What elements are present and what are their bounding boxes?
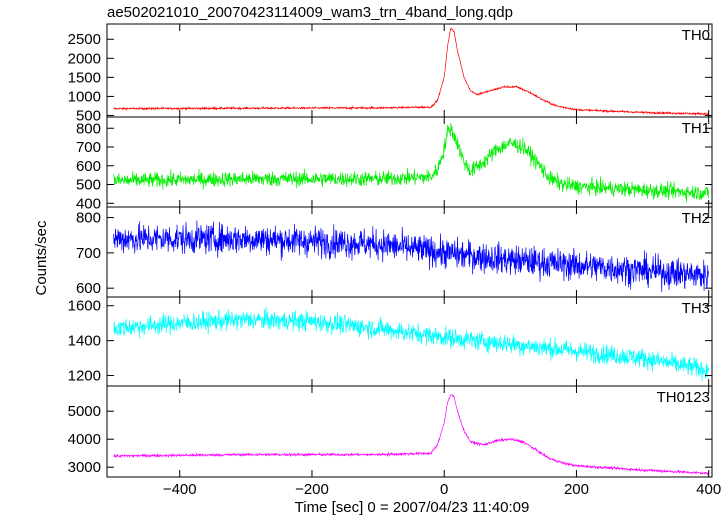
chart-title: ae502021010_20070423114009_wam3_trn_4ban… xyxy=(107,4,513,21)
series-line-th0123 xyxy=(113,394,710,476)
panel-th0123: 3000 4000 5000 TH0123 xyxy=(68,385,713,478)
x-axis-label: Time [sec] 0 = 2007/04/23 11:40:09 xyxy=(295,499,530,516)
series-line-th3 xyxy=(113,307,710,382)
panel-frame xyxy=(106,385,713,478)
y-tick-label: 2500 xyxy=(68,31,101,48)
series-label-th0123: TH0123 xyxy=(657,389,710,406)
y-tick-label: 1200 xyxy=(68,368,101,385)
y-axis-label: Counts/sec xyxy=(33,220,50,296)
y-tick-label: 1000 xyxy=(68,88,101,105)
series-label-th3: TH3 xyxy=(682,300,710,317)
series-label-th2: TH2 xyxy=(682,210,710,227)
x-axis: −400 −200 0 200 400 xyxy=(163,481,721,498)
panel-frame xyxy=(106,296,713,387)
x-tick-label: −400 xyxy=(163,481,197,498)
y-tick-label: 4000 xyxy=(68,431,101,448)
y-tick-label: 2000 xyxy=(68,50,101,67)
panel-frame xyxy=(106,206,713,298)
series-label-th1: TH1 xyxy=(682,120,710,137)
series-line-th1 xyxy=(113,122,710,203)
x-tick-label: 400 xyxy=(696,481,721,498)
y-tick-label: 800 xyxy=(76,210,101,227)
y-tick-label: 3000 xyxy=(68,459,101,476)
y-tick-label: 700 xyxy=(76,245,101,262)
y-tick-label: 1600 xyxy=(68,298,101,315)
panel-frame xyxy=(106,23,713,118)
panel-th0: 500 1000 1500 2000 2500 TH0 xyxy=(68,23,713,124)
series-label-th0: TH0 xyxy=(682,27,710,44)
series-line-th2 xyxy=(113,220,710,293)
panel-th3: 1200 1400 1600 TH3 xyxy=(68,296,713,387)
x-tick-label: 0 xyxy=(440,481,448,498)
series-line-th0 xyxy=(113,27,709,116)
y-tick-label: 1500 xyxy=(68,69,101,86)
y-tick-label: 1400 xyxy=(68,333,101,350)
panel-frame xyxy=(106,116,713,208)
y-tick-label: 400 xyxy=(76,195,101,212)
x-tick-label: −200 xyxy=(295,481,329,498)
x-tick-label: 200 xyxy=(564,481,589,498)
y-tick-label: 700 xyxy=(76,139,101,156)
y-tick-label: 800 xyxy=(76,120,101,137)
y-tick-label: 5000 xyxy=(68,403,101,420)
panel-th2: 600 700 800 TH2 xyxy=(76,206,713,298)
y-tick-label: 500 xyxy=(76,177,101,194)
y-tick-label: 600 xyxy=(76,280,101,297)
y-tick-label: 500 xyxy=(76,107,101,124)
y-tick-label: 600 xyxy=(76,158,101,175)
